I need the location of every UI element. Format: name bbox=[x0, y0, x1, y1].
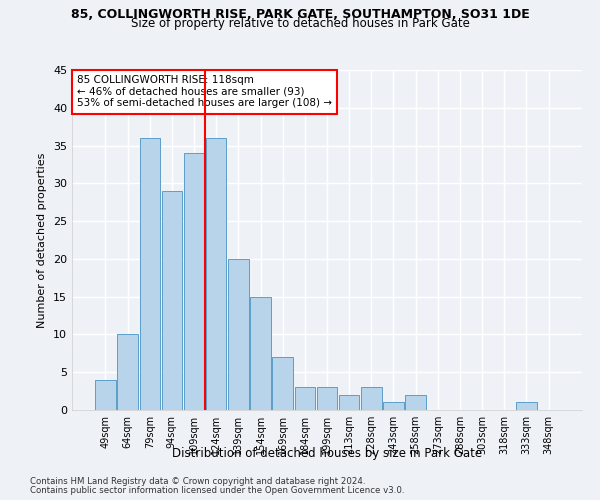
Bar bbox=[118, 334, 138, 410]
Bar bbox=[250, 296, 271, 410]
Bar bbox=[516, 402, 536, 410]
Bar bbox=[317, 388, 337, 410]
Bar bbox=[161, 191, 182, 410]
Bar bbox=[295, 388, 315, 410]
Text: Distribution of detached houses by size in Park Gate: Distribution of detached houses by size … bbox=[172, 448, 482, 460]
Bar bbox=[339, 395, 359, 410]
Bar bbox=[383, 402, 404, 410]
Text: Contains public sector information licensed under the Open Government Licence v3: Contains public sector information licen… bbox=[30, 486, 404, 495]
Bar bbox=[95, 380, 116, 410]
Y-axis label: Number of detached properties: Number of detached properties bbox=[37, 152, 47, 328]
Text: 85, COLLINGWORTH RISE, PARK GATE, SOUTHAMPTON, SO31 1DE: 85, COLLINGWORTH RISE, PARK GATE, SOUTHA… bbox=[71, 8, 529, 20]
Text: Size of property relative to detached houses in Park Gate: Size of property relative to detached ho… bbox=[131, 18, 469, 30]
Bar bbox=[406, 395, 426, 410]
Bar bbox=[206, 138, 226, 410]
Bar bbox=[184, 153, 204, 410]
Bar bbox=[228, 259, 248, 410]
Bar bbox=[272, 357, 293, 410]
Bar bbox=[140, 138, 160, 410]
Bar bbox=[361, 388, 382, 410]
Text: Contains HM Land Registry data © Crown copyright and database right 2024.: Contains HM Land Registry data © Crown c… bbox=[30, 478, 365, 486]
Text: 85 COLLINGWORTH RISE: 118sqm
← 46% of detached houses are smaller (93)
53% of se: 85 COLLINGWORTH RISE: 118sqm ← 46% of de… bbox=[77, 75, 332, 108]
